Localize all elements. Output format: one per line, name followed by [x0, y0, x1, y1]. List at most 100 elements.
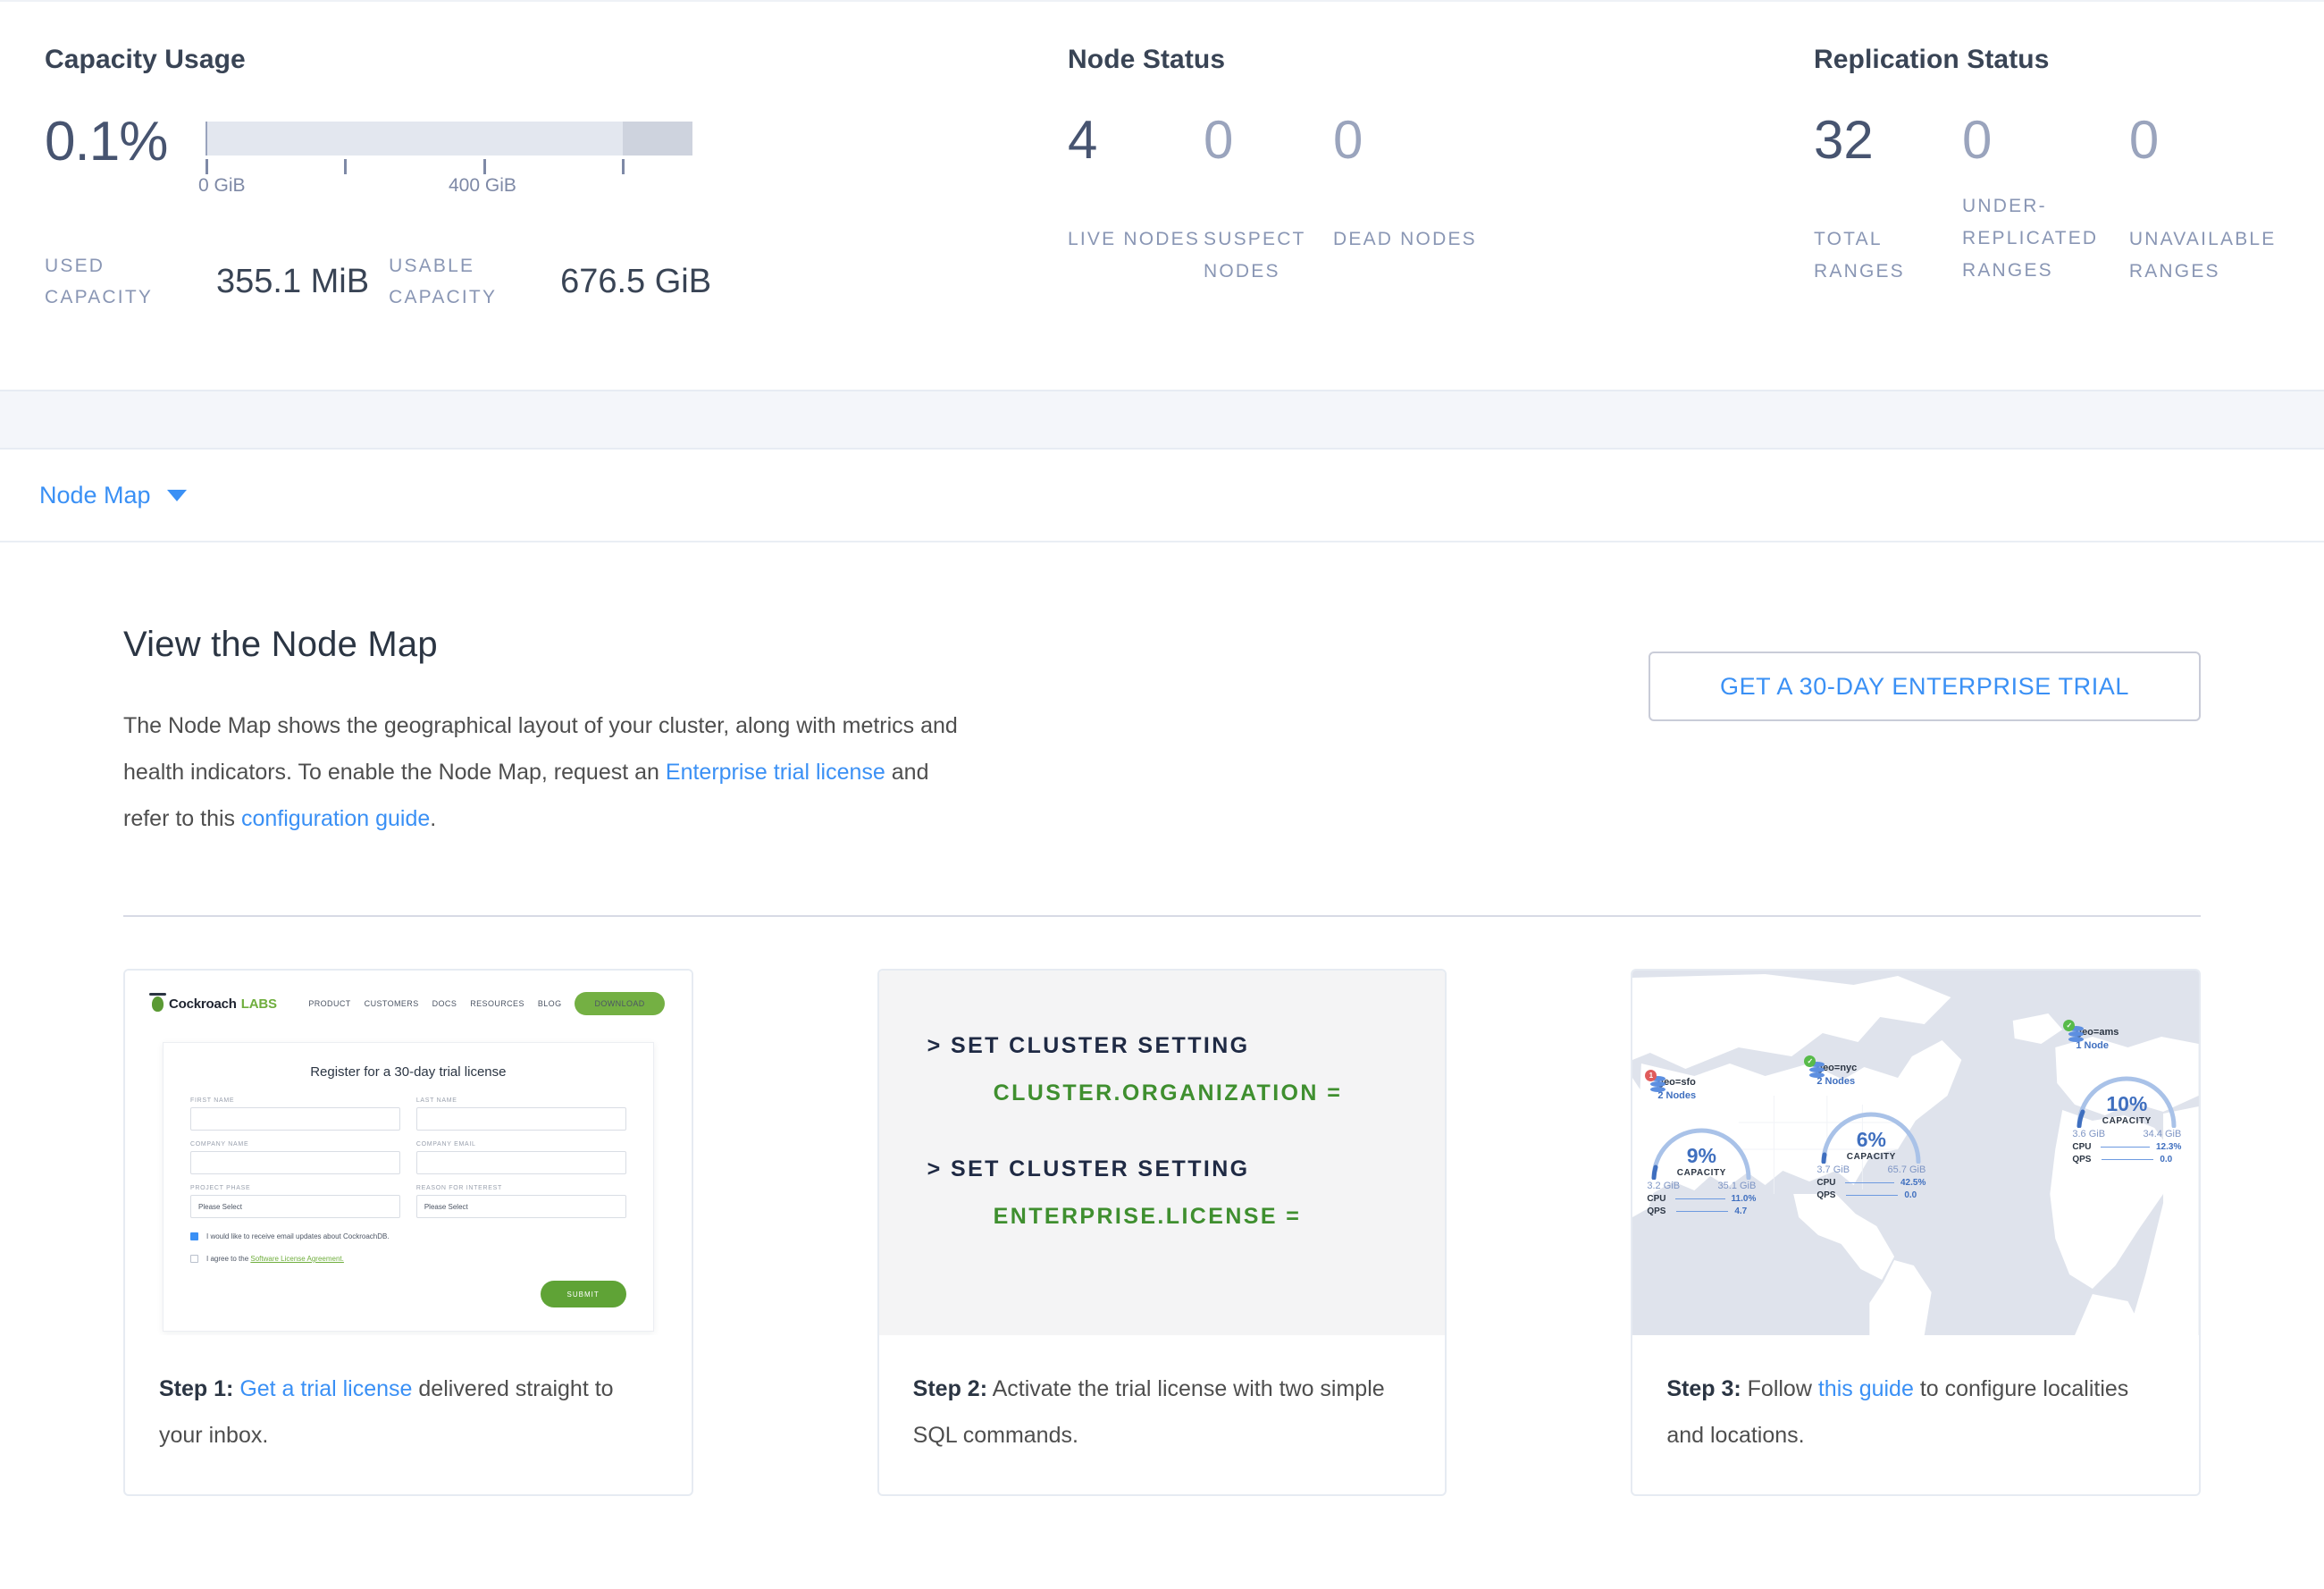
node-status-title: Node Status: [1068, 45, 1226, 74]
capacity-arc-icon: [2076, 1076, 2177, 1128]
field-input: [190, 1107, 400, 1131]
screenshot-nav-links: PRODUCT CUSTOMERS DOCS RESOURCES BLOG DO…: [308, 992, 665, 1015]
replication-status-numbers: 32 TOTAL RANGES 0 UNDER-REPLICATED RANGE…: [1814, 113, 2324, 288]
sql-commands-block: > SET CLUSTER SETTING CLUSTER.ORGANIZATI…: [878, 971, 1446, 1335]
step-2-label: Step 2:: [912, 1376, 988, 1401]
view-selector-row: Node Map: [0, 450, 2324, 542]
field-label: LAST NAME: [415, 1097, 457, 1104]
usable-capacity-label: USABLE CAPACITY: [389, 256, 498, 307]
node-status-numbers: 4 LIVE NODES 0 SUSPECT NODES 0 DEAD NODE…: [1068, 113, 1769, 288]
get-trial-license-link[interactable]: Get a trial license: [239, 1376, 413, 1401]
dead-nodes-value: 0: [1333, 110, 1363, 170]
capacity-percent-nyc: 6%: [1856, 1128, 1886, 1151]
capacity-bar-track: [206, 122, 692, 156]
axis-tick-1: [344, 159, 347, 174]
capacity-arc-icon: [1821, 1112, 1921, 1164]
nav-item-product: PRODUCT: [308, 999, 351, 1008]
total-ranges-value: 32: [1814, 110, 1874, 170]
cpu-value-ams: 12.3%: [2155, 1142, 2182, 1152]
live-nodes-label: LIVE NODES: [1068, 229, 1201, 249]
locality-nodecount-nyc: 2 Nodes: [1816, 1076, 1856, 1087]
download-button: DOWNLOAD: [575, 992, 665, 1015]
under-replicated-ranges-stat: 0 UNDER-REPLICATED RANGES: [1962, 113, 2129, 288]
sql-line-1-setting: CLUSTER.ORGANIZATION =: [993, 1080, 1343, 1106]
capacity-bar-used: [206, 122, 207, 156]
locality-gauge-nyc: 6% CAPACITY 3.7 GiB 65.7 GiB CPU 42.5% QP…: [1816, 1112, 1925, 1200]
capacity-total-sfo: 35.1 GiB: [1717, 1181, 1757, 1191]
live-nodes-stat: 4 LIVE NODES: [1068, 113, 1204, 288]
page-title: View the Node Map: [123, 625, 438, 664]
registration-form-fields: FIRST NAME LAST NAME COMPANY NAME: [190, 1097, 626, 1218]
unavailable-ranges-value: 0: [2128, 110, 2160, 170]
locality-nodecount-ams: 1 Node: [2076, 1040, 2110, 1051]
suspect-nodes-value: 0: [1204, 110, 1234, 170]
nav-item-customers: CUSTOMERS: [364, 999, 419, 1008]
qps-sparkline-ams: [2102, 1156, 2154, 1164]
software-license-agreement-link: Software License Agreement.: [250, 1255, 344, 1263]
description-text-2: and refer to this: [123, 760, 929, 831]
node-map-dropdown-label: Node Map: [39, 481, 151, 509]
total-ranges-label: TOTAL RANGES: [1814, 229, 1905, 282]
field-last-name: LAST NAME: [415, 1097, 626, 1131]
configuration-guide-link[interactable]: configuration guide: [241, 806, 431, 831]
field-input: [415, 1107, 626, 1131]
healthy-badge-icon: ✓: [2063, 1020, 2076, 1031]
capacity-label-ams: CAPACITY: [2102, 1116, 2152, 1126]
field-project-phase: PROJECT PHASE Please Select: [190, 1185, 400, 1218]
node-map-screenshot: 1 geo=sfo 2 Nodes: [1632, 971, 2200, 1335]
capacity-used-nyc: 3.7 GiB: [1816, 1164, 1850, 1175]
locality-gauge-sfo: 9% CAPACITY 3.2 GiB 35.1 GiB CPU 11.0% QP…: [1647, 1128, 1756, 1216]
replication-status-title: Replication Status: [1814, 45, 2050, 74]
cpu-sparkline-nyc: [1845, 1179, 1894, 1187]
field-company-name: COMPANY NAME: [190, 1141, 400, 1174]
field-label: REASON FOR INTEREST: [415, 1185, 502, 1191]
cockroach-icon: [149, 992, 166, 1012]
qps-label-ams: QPS: [2072, 1155, 2092, 1164]
capacity-total-ams: 34.4 GiB: [2143, 1129, 2182, 1139]
axis-tick-0: [206, 159, 208, 174]
steps-card-list: Cockroach LABS PRODUCT CUSTOMERS DOCS RE…: [123, 969, 2202, 1496]
field-label: PROJECT PHASE: [190, 1185, 251, 1191]
field-value: Please Select: [198, 1202, 242, 1211]
screenshot-navbar: Cockroach LABS PRODUCT CUSTOMERS DOCS RE…: [125, 971, 692, 1015]
field-label: COMPANY NAME: [190, 1141, 249, 1148]
axis-label-0: 0 GiB: [198, 175, 246, 196]
total-ranges-stat: 32 TOTAL RANGES: [1814, 113, 1962, 288]
email-updates-label: I would like to receive email updates ab…: [206, 1232, 390, 1240]
capacity-label-nyc: CAPACITY: [1846, 1152, 1896, 1162]
axis-tick-2: [483, 159, 486, 174]
license-agreement-label: I agree to the Software License Agreemen…: [206, 1255, 344, 1263]
locality-name-sfo: geo=sfo: [1657, 1077, 1696, 1088]
axis-tick-3: [622, 159, 625, 174]
capacity-bar-chart: 0 GiB 400 GiB: [198, 122, 692, 196]
step-1-label: Step 1:: [159, 1376, 234, 1401]
live-nodes-value: 4: [1068, 110, 1098, 170]
qps-value-ams: 0.0: [2160, 1155, 2173, 1164]
cockroach-labs-logo: Cockroach LABS: [149, 992, 277, 1012]
registration-form-title: Register for a 30-day trial license: [310, 1064, 507, 1080]
checkbox-unchecked-icon: [190, 1255, 198, 1263]
capacity-arc-icon: [1651, 1128, 1751, 1180]
node-map-dropdown[interactable]: Node Map: [39, 482, 187, 509]
page-description: The Node Map shows the geographical layo…: [123, 702, 972, 842]
cpu-label-sfo: CPU: [1647, 1194, 1666, 1204]
capacity-usage-title: Capacity Usage: [45, 45, 246, 74]
replication-status-panel: Replication Status 32 TOTAL RANGES 0 UND…: [1769, 2, 2324, 390]
qps-value-nyc: 0.0: [1904, 1190, 1917, 1200]
dead-nodes-label: DEAD NODES: [1333, 229, 1477, 249]
locality-gauge-ams: 10% CAPACITY 3.6 GiB 34.4 GiB CPU 12.3% Q…: [2072, 1076, 2181, 1164]
nav-item-resources: RESOURCES: [470, 999, 524, 1008]
capacity-usage-panel: Capacity Usage 0.1% 0 GiB 400 GiB: [0, 2, 1028, 390]
get-enterprise-trial-button[interactable]: GET A 30-DAY ENTERPRISE TRIAL: [1649, 652, 2201, 721]
step-3-caption: Step 3: Follow this guide to configure l…: [1632, 1335, 2199, 1494]
sql-line-2-setting: ENTERPRISE.LICENSE =: [993, 1204, 1302, 1229]
step-2-text: Activate the trial license with two simp…: [912, 1376, 1385, 1448]
field-label: FIRST NAME: [190, 1097, 235, 1104]
dead-nodes-stat: 0 DEAD NODES: [1333, 113, 1512, 288]
locality-name-ams: geo=ams: [2076, 1027, 2119, 1038]
locality-name-nyc: geo=nyc: [1816, 1063, 1858, 1073]
cpu-label-ams: CPU: [2072, 1142, 2092, 1152]
cpu-sparkline-sfo: [1675, 1195, 1725, 1203]
enterprise-trial-license-link[interactable]: Enterprise trial license: [665, 760, 885, 785]
this-guide-link[interactable]: this guide: [1817, 1376, 1914, 1401]
